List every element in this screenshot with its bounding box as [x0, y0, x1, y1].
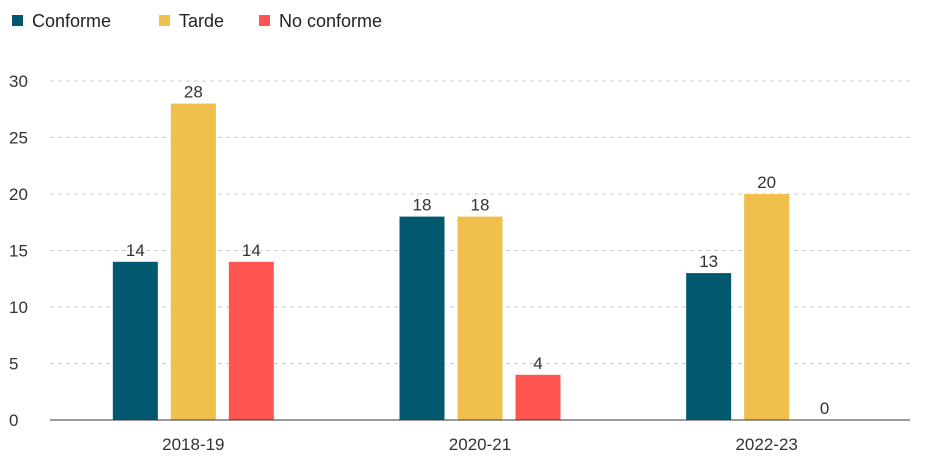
bar-2020-21-1: [457, 216, 503, 420]
y-tick-label-2: 10: [9, 298, 28, 317]
legend-label-2: No conforme: [279, 11, 382, 31]
legend: Conforme Tarde No conforme: [12, 11, 382, 31]
data-label-2022-23-1: 20: [757, 173, 776, 192]
bar-2020-21-0: [399, 216, 445, 420]
bars: [112, 103, 790, 420]
y-tick-label-0: 0: [9, 411, 18, 430]
data-label-2020-21-1: 18: [471, 196, 490, 215]
data-label-2018-19-1: 28: [184, 83, 203, 102]
bar-2022-23-0: [686, 273, 732, 420]
bar-2018-19-1: [170, 103, 216, 420]
y-tick-label-5: 25: [9, 129, 28, 148]
data-label-2022-23-0: 13: [699, 252, 718, 271]
y-axis: 0 5 10 15 20 25 30: [9, 72, 28, 430]
y-tick-label-3: 15: [9, 242, 28, 261]
bar-2018-19-2: [228, 261, 274, 420]
data-labels: 14 28 14 18 18 4 13 20 0: [126, 83, 830, 418]
data-label-2018-19-0: 14: [126, 241, 145, 260]
legend-swatch-0: [12, 15, 23, 26]
y-tick-label-4: 20: [9, 185, 28, 204]
data-label-2018-19-2: 14: [242, 241, 261, 260]
data-label-2020-21-0: 18: [413, 196, 432, 215]
data-label-2022-23-2: 0: [820, 399, 829, 418]
x-axis: 2018-19 2020-21 2022-23: [50, 419, 910, 454]
data-label-2020-21-2: 4: [533, 354, 542, 373]
legend-label-1: Tarde: [179, 11, 224, 31]
bar-2022-23-1: [744, 194, 790, 420]
bar-2020-21-2: [515, 374, 561, 420]
legend-label-0: Conforme: [32, 11, 111, 31]
x-tick-label-1: 2020-21: [449, 435, 511, 454]
x-tick-label-2: 2022-23: [735, 435, 797, 454]
y-tick-label-1: 5: [9, 355, 18, 374]
legend-swatch-2: [259, 15, 270, 26]
x-tick-label-0: 2018-19: [162, 435, 224, 454]
bar-2018-19-0: [112, 261, 158, 420]
legend-swatch-1: [159, 15, 170, 26]
y-tick-label-6: 30: [9, 72, 28, 91]
